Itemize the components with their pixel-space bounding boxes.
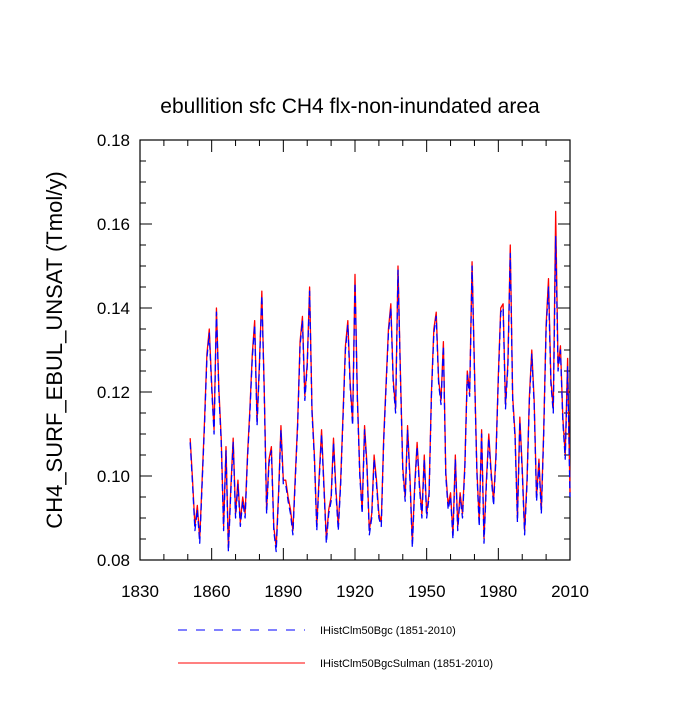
x-tick-label: 1980	[479, 582, 517, 601]
y-tick-label: 0.10	[97, 467, 130, 486]
series-line-0	[189, 235, 571, 553]
x-tick-label: 1890	[264, 582, 302, 601]
legend: IHistClm50Bgc (1851-2010) IHistClm50BgcSu…	[178, 625, 493, 670]
y-axis-label: CH4_SURF_EBUL_UNSAT (Tmol/y)	[42, 171, 67, 528]
x-tick-label: 1920	[336, 582, 374, 601]
y-tick-label: 0.16	[97, 215, 130, 234]
series-line-1	[189, 210, 571, 549]
x-tick-label: 2010	[551, 582, 589, 601]
legend-label-1: IHistClm50BgcSulman (1851-2010)	[320, 658, 493, 670]
series-lines	[189, 210, 571, 553]
y-tick-label: 0.12	[97, 383, 130, 402]
y-tick-label: 0.18	[97, 131, 130, 150]
y-tick-label: 0.08	[97, 551, 130, 570]
x-tick-label: 1950	[408, 582, 446, 601]
axis-ticks: 1830 1860 1890 1920 1950 1980 2010 0.08 0.10 0.12…	[97, 131, 589, 601]
chart-title: ebullition sfc CH4 flx-non-inundated are…	[160, 95, 540, 118]
legend-label-0: IHistClm50Bgc (1851-2010)	[320, 625, 456, 637]
x-tick-label: 1860	[193, 582, 231, 601]
x-tick-label: 1830	[121, 582, 159, 601]
plot-frame	[139, 139, 571, 561]
y-tick-label: 0.14	[97, 299, 130, 318]
